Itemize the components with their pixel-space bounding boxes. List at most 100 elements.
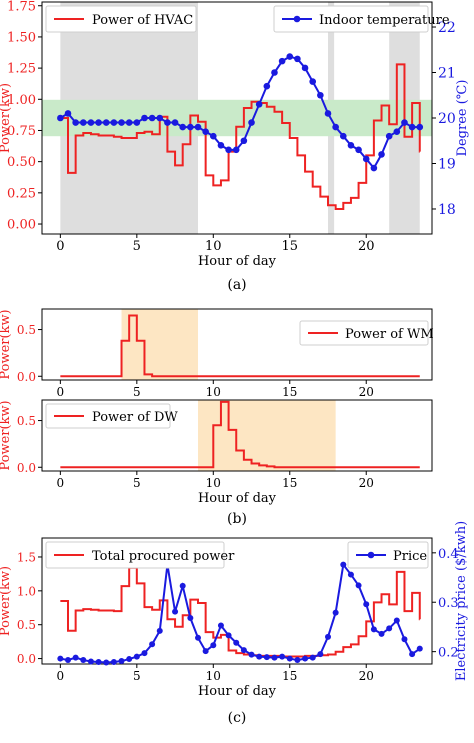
chart3-legend-left-label: Total procured power <box>92 549 235 564</box>
chart0-ytick-label: 0.25 <box>7 186 36 201</box>
chart1-xtick-label: 10 <box>206 385 221 399</box>
panel-label-c: (c) <box>228 710 247 726</box>
chart3-series-1-point <box>187 615 194 622</box>
chart0-series-1-point <box>339 132 347 140</box>
chart3-series-1-point <box>133 653 140 660</box>
chart0-y2tick-label: 22 <box>438 20 456 36</box>
chart3-xtick-label: 10 <box>206 669 221 683</box>
chart3-xlabel: Hour of day <box>198 684 277 699</box>
chart2-ytick-label: 0.0 <box>17 461 36 475</box>
chart0-series-1-point <box>263 82 271 90</box>
chart0-series-1-point <box>194 123 202 131</box>
chart3-series-1-point <box>80 657 87 664</box>
chart0-series-1-point <box>141 114 148 122</box>
chart3-ytick-label: 1.5 <box>17 550 36 564</box>
chart0-y2tick-label: 19 <box>438 156 456 172</box>
chart0-series-1-point <box>401 119 408 126</box>
chart2-series-0-line <box>60 400 420 469</box>
chart0-xtick-label: 5 <box>133 239 141 254</box>
chart3-ytick-label: 0.5 <box>17 618 36 632</box>
chart0-xlabel: Hour of day <box>198 254 277 269</box>
chart0-series-1-point <box>202 128 209 135</box>
chart0-xtick-label: 20 <box>358 239 375 254</box>
chart0-series-1-point <box>79 119 87 126</box>
chart3-series-1-point <box>225 632 232 639</box>
chart0-legend-left <box>45 5 197 33</box>
chart2-xtick-label: 5 <box>133 476 141 490</box>
chart3-series-1-point <box>363 601 370 608</box>
chart3-series-1-point <box>217 622 224 629</box>
chart3-ylabel: Power(kw) <box>0 566 13 636</box>
chart1-ylabel: Power(kw) <box>0 309 13 379</box>
chart3-series-1-line <box>60 562 421 664</box>
chart3-series-1-point <box>401 636 408 643</box>
chart3-y2tick-label: 0.4 <box>438 547 459 562</box>
chart0-ytick-label: 1.25 <box>7 62 36 77</box>
chart0-series-1-point <box>187 123 194 131</box>
chart3-xtick-label: 15 <box>282 669 297 683</box>
chart0-series-1-point <box>294 55 301 63</box>
chart3-series-1-point <box>118 658 125 665</box>
chart3-legend-right-marker <box>367 551 375 559</box>
chart3-y2label: Electricity price ($/kwh) <box>454 521 469 681</box>
chart3-series-1-point <box>355 582 362 589</box>
chart3-series-1-point <box>210 642 217 649</box>
chart0-xtick-label: 0 <box>56 239 64 254</box>
chart3-series-1-point <box>95 659 102 666</box>
chart1-series-0-line <box>60 314 420 378</box>
chart0-legend-right-marker <box>293 15 301 23</box>
chart0-series-1-point <box>317 91 324 99</box>
chart2-legend-label: Power of DW <box>92 410 178 425</box>
chart0-series-1-point <box>332 123 339 131</box>
chart3-series-1-point <box>325 633 331 640</box>
chart3-series-1-point <box>248 651 255 658</box>
chart0-series-1-point <box>72 119 79 126</box>
chart0-series-1-point <box>301 64 309 72</box>
chart3-series-1-point <box>294 657 301 664</box>
chart0-series-1-point <box>255 101 263 108</box>
chart3-series-1-point <box>378 630 385 637</box>
chart3-y2tick-label: 0.2 <box>438 646 459 661</box>
chart0-series-1-point <box>370 164 378 172</box>
chart1-legend <box>299 320 429 346</box>
chart3-series-1-point <box>233 639 240 646</box>
chart3-series-1-point <box>57 655 64 662</box>
chart1-xtick-label: 20 <box>359 385 374 399</box>
chart3-legend-left <box>45 541 225 569</box>
chart3-frame <box>41 537 433 665</box>
chart3-y2tick-label: 0.3 <box>438 596 459 611</box>
chart3-series-1-point <box>416 645 423 652</box>
chart3-series-1-point <box>386 625 393 632</box>
chart0-series-1-point <box>179 123 187 131</box>
chart3-series-1-point <box>332 609 339 616</box>
chart1-xtick-label: 5 <box>133 385 141 399</box>
chart0-series-1-point <box>148 114 156 122</box>
chart3-xtick-label: 5 <box>133 669 141 683</box>
chart0-series-1-point <box>118 119 125 126</box>
chart0-ytick-label: 0.00 <box>7 218 36 233</box>
panel-label-a: (a) <box>227 277 246 293</box>
chart3-series-0-line <box>60 566 421 658</box>
chart0-series-1-point <box>209 132 217 140</box>
chart0-series-1-point <box>408 123 416 131</box>
chart1-frame <box>41 308 433 381</box>
chart2-shaded-region-0 <box>198 400 336 471</box>
chart0-y2tick-label: 18 <box>438 202 456 218</box>
chart3-legend-right-label: Price <box>393 549 427 564</box>
chart0-series-1-point <box>378 151 385 158</box>
chart1-xtick-label: 0 <box>57 385 65 399</box>
chart3-series-1-point <box>317 651 324 658</box>
chart0-series-1-point <box>110 119 118 126</box>
chart0-series-1-point <box>385 132 393 140</box>
chart3-series-1-point <box>256 653 263 660</box>
chart0-series-1-point <box>57 114 64 122</box>
chart0-legend-right-label: Indoor temperature <box>319 13 450 28</box>
chart0-series-1-point <box>362 155 370 163</box>
chart0-series-1-point <box>133 119 141 126</box>
chart3-series-1-point <box>195 634 201 641</box>
chart0-series-1-point <box>393 128 401 135</box>
chart0-series-1-point <box>324 110 332 117</box>
chart3-series-1-point <box>156 627 163 634</box>
chart0-series-1-point <box>416 123 424 131</box>
chart0-series-1-point <box>164 119 171 126</box>
